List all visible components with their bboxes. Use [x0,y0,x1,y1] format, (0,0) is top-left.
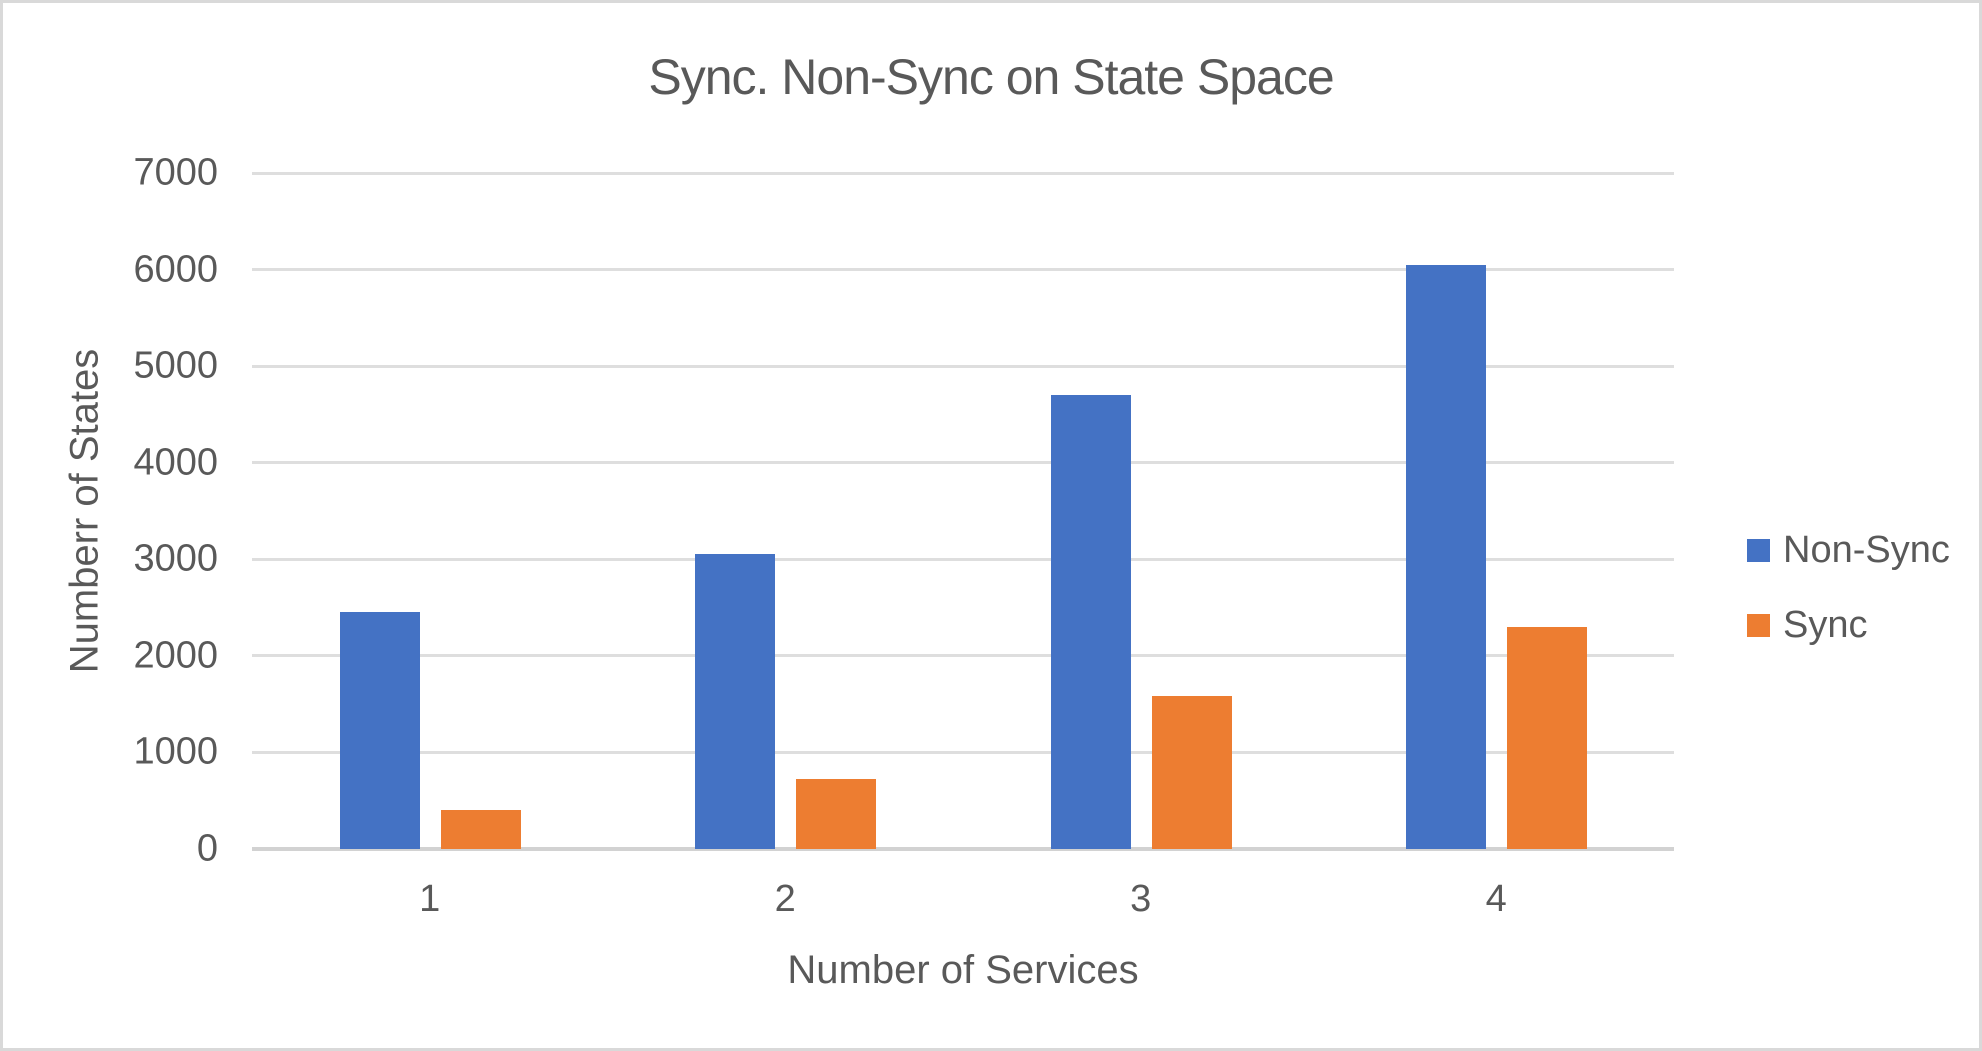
bar-sync-2 [796,778,877,849]
bar-non-sync-2 [695,554,776,849]
gridline [252,654,1674,658]
x-tick-label: 3 [1130,878,1152,920]
y-tick-label: 5000 [133,344,218,387]
gridline [252,171,1674,175]
x-tick-label: 1 [419,878,441,920]
x-tick-label: 4 [1485,878,1507,920]
y-tick-label: 0 [196,827,218,870]
gridline [252,750,1674,754]
y-tick-label: 1000 [133,730,218,773]
bar-non-sync-3 [1050,395,1131,849]
x-axis-title: Number of Services [787,948,1139,992]
gridline [252,557,1674,561]
legend-color-swatch [1747,613,1770,637]
bar-sync-3 [1151,696,1232,849]
bar-sync-1 [440,810,521,849]
bar-non-sync-4 [1406,264,1487,849]
y-tick-label: 4000 [133,441,218,484]
gridline [252,268,1674,272]
legend-color-swatch [1747,538,1770,562]
legend-item-non-sync: Non-Sync [1747,528,1950,571]
gridline [252,461,1674,465]
legend-label: Non-Sync [1783,528,1950,571]
legend-item-sync: Sync [1747,603,1868,646]
x-tick-label: 2 [774,878,796,920]
bar-sync-4 [1507,626,1588,849]
x-axis-line [252,847,1674,851]
y-tick-label: 7000 [133,151,218,194]
bar-non-sync-1 [339,612,420,849]
y-tick-label: 2000 [133,634,218,677]
chart-title: Sync. Non-Sync on State Space [648,49,1334,105]
y-tick-label: 3000 [133,537,218,580]
legend-label: Sync [1783,603,1868,646]
y-tick-label: 6000 [133,248,218,291]
y-axis-title: Numberr of States [62,348,107,674]
gridline [252,364,1674,368]
